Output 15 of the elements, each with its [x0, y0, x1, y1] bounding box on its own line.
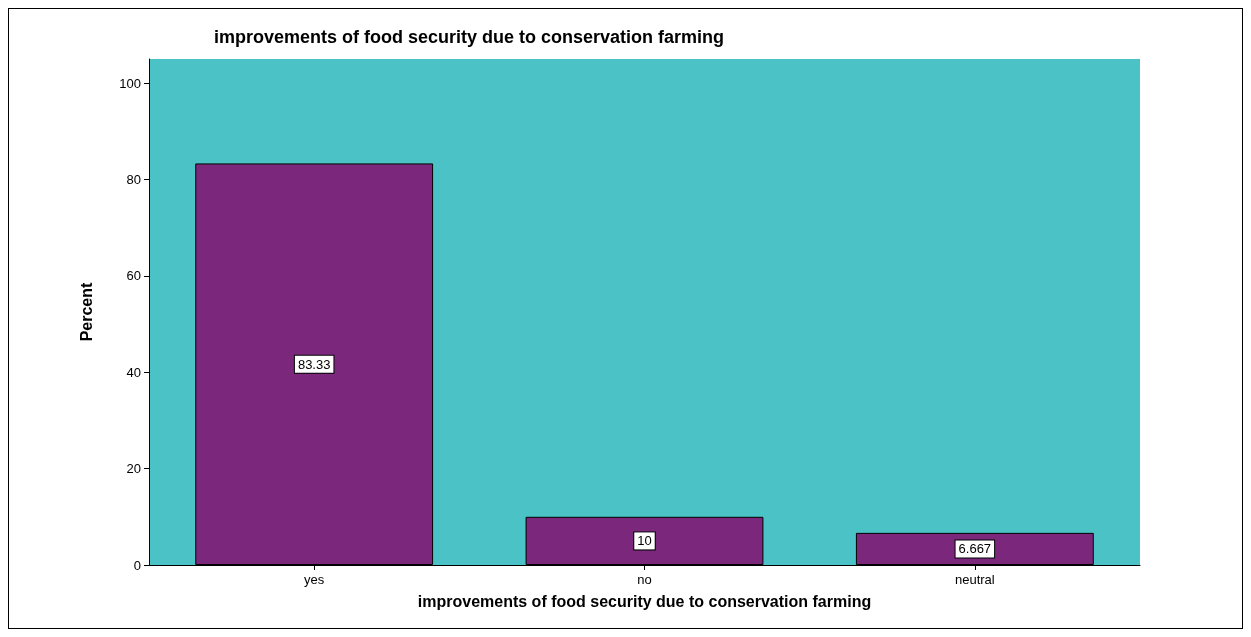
x-axis-title: improvements of food security due to conservation farming	[417, 592, 872, 610]
y-tick-label: 0	[133, 557, 141, 573]
y-tick-label: 20	[126, 461, 141, 477]
y-axis-title: Percent	[77, 281, 95, 342]
data-label: 10	[637, 533, 652, 549]
y-tick-label: 60	[126, 268, 141, 284]
x-tick-label: no	[637, 572, 652, 587]
y-tick-label: 100	[119, 75, 141, 91]
x-tick-label: neutral	[954, 572, 995, 587]
chart-title: improvements of food security due to conservation farming	[214, 27, 725, 47]
data-label: 6.667	[958, 541, 992, 557]
x-tick-label: yes	[304, 572, 325, 587]
data-label: 83.33	[297, 356, 331, 372]
y-tick-label: 80	[126, 171, 141, 187]
y-tick-label: 40	[126, 364, 141, 380]
